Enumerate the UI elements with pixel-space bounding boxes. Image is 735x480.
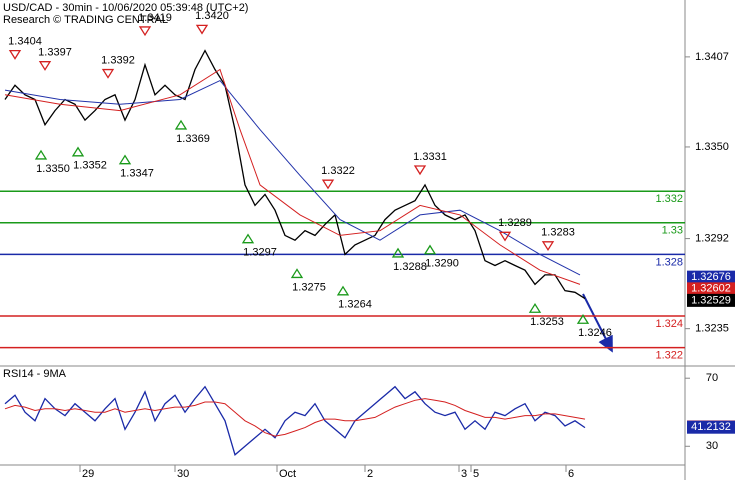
annotation-label: 1.3352 xyxy=(73,160,107,172)
annotation-label: 1.3347 xyxy=(120,168,154,180)
low-marker xyxy=(336,285,350,296)
annotation-label: 1.3297 xyxy=(243,247,277,259)
low-marker xyxy=(174,119,188,130)
x-tick-label: 2 xyxy=(367,468,373,480)
series-line xyxy=(4,398,586,437)
low-marker xyxy=(391,247,405,258)
y-tick-label: 1.3235 xyxy=(695,323,729,335)
annotation-label: 1.3246 xyxy=(578,327,612,339)
price-tag xyxy=(687,282,735,296)
series-line xyxy=(4,79,581,276)
high-marker xyxy=(138,26,152,37)
high-marker xyxy=(498,231,512,242)
annotation-label: 1.3392 xyxy=(101,54,135,66)
annotation-label: 1.3331 xyxy=(413,151,447,163)
annotation-label: 1.3419 xyxy=(138,12,172,24)
high-marker xyxy=(38,61,52,71)
y-tick-label: 70 xyxy=(706,372,718,384)
annotation-label: 1.3322 xyxy=(321,165,355,177)
low-marker xyxy=(118,154,132,165)
high-marker xyxy=(101,68,115,79)
annotation-label: 1.3264 xyxy=(338,299,372,311)
high-marker xyxy=(195,24,209,35)
series-line xyxy=(4,68,581,285)
low-marker xyxy=(528,302,542,313)
low-marker xyxy=(241,233,255,244)
high-marker xyxy=(413,165,427,176)
series-line xyxy=(4,385,586,456)
x-tick-label: 29 xyxy=(82,468,94,480)
level-label: 1.322 xyxy=(655,350,683,362)
annotation-label: 1.3253 xyxy=(530,316,564,328)
high-marker xyxy=(321,179,335,190)
y-tick-label: 1.3407 xyxy=(695,51,729,63)
low-marker xyxy=(34,149,48,160)
annotation-label: 1.3289 xyxy=(498,217,532,229)
x-tick-label: 3 xyxy=(461,468,467,480)
price-tag xyxy=(687,293,735,307)
x-tick-label: 6 xyxy=(568,468,574,480)
forecast-arrow xyxy=(582,293,613,353)
annotation-label: 1.3369 xyxy=(176,133,210,145)
low-marker xyxy=(290,268,304,279)
level-label: 1.328 xyxy=(655,256,683,268)
low-marker xyxy=(71,146,85,157)
low-marker xyxy=(423,244,437,255)
annotation-label: 1.3404 xyxy=(8,36,42,48)
chart-subtitle: Research © TRADING CENTRAL xyxy=(3,14,168,26)
price-tag xyxy=(687,420,735,434)
x-tick-label: 5 xyxy=(473,468,479,480)
y-tick-label: 1.3292 xyxy=(695,232,729,244)
x-tick-label: 30 xyxy=(177,468,189,480)
annotation-label: 1.3275 xyxy=(292,281,326,293)
level-label: 1.324 xyxy=(655,318,683,330)
annotation-label: 1.3283 xyxy=(541,227,575,239)
rsi-title: RSI14 - 9MA xyxy=(3,368,67,380)
y-tick-label: 30 xyxy=(706,440,718,452)
annotation-label: 1.3290 xyxy=(425,258,459,270)
y-tick-label: 1.3350 xyxy=(695,141,729,153)
high-marker xyxy=(541,241,555,252)
price-tag-label: 1.32529 xyxy=(691,294,731,306)
high-marker xyxy=(8,49,22,60)
annotation-label: 1.3420 xyxy=(195,10,229,22)
price-tag-label: 41.2132 xyxy=(691,421,731,433)
price-tag xyxy=(687,270,735,284)
price-tag-label: 1.32602 xyxy=(691,283,731,295)
level-label: 1.33 xyxy=(662,225,683,237)
annotation-label: 1.3288 xyxy=(393,261,427,273)
chart-title: USD/CAD - 30min - 10/06/2020 05:39:48 (U… xyxy=(3,2,248,14)
low-marker xyxy=(576,314,590,324)
annotation-label: 1.3350 xyxy=(36,163,70,175)
level-label: 1.332 xyxy=(655,193,683,205)
annotation-label: 1.3397 xyxy=(38,47,72,59)
price-tag-label: 1.32676 xyxy=(691,271,731,283)
x-tick-label: Oct xyxy=(279,468,296,480)
